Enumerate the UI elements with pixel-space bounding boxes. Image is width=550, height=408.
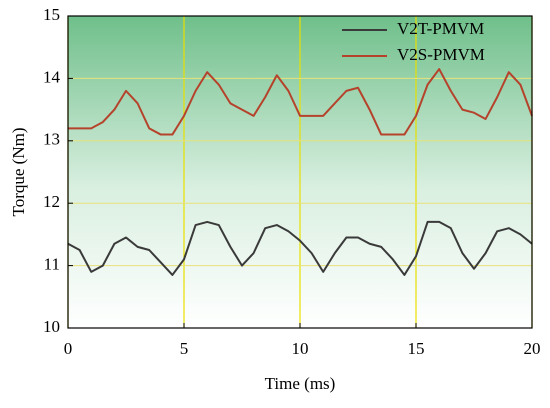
legend-label: V2T-PMVM: [397, 19, 484, 38]
series-line: [68, 68, 533, 136]
legend-label: V2S-PMVM: [397, 45, 485, 64]
x-tick-label: 15: [408, 339, 425, 358]
y-axis-label: Torque (Nm): [9, 128, 28, 217]
plot-frame: [67, 15, 533, 329]
y-tick-label: 13: [43, 130, 60, 149]
x-tick-label: 10: [292, 339, 309, 358]
x-tick-label: 0: [64, 339, 73, 358]
y-tick-label: 12: [43, 192, 60, 211]
y-tick-label: 15: [43, 5, 60, 24]
y-tick-label: 11: [44, 255, 60, 274]
series-line: [67, 220, 533, 276]
y-tick-label: 14: [43, 67, 61, 86]
x-axis-label: Time (ms): [265, 374, 336, 393]
y-tick-label: 10: [43, 317, 60, 336]
x-tick-label: 5: [180, 339, 189, 358]
x-tick-label: 20: [524, 339, 541, 358]
